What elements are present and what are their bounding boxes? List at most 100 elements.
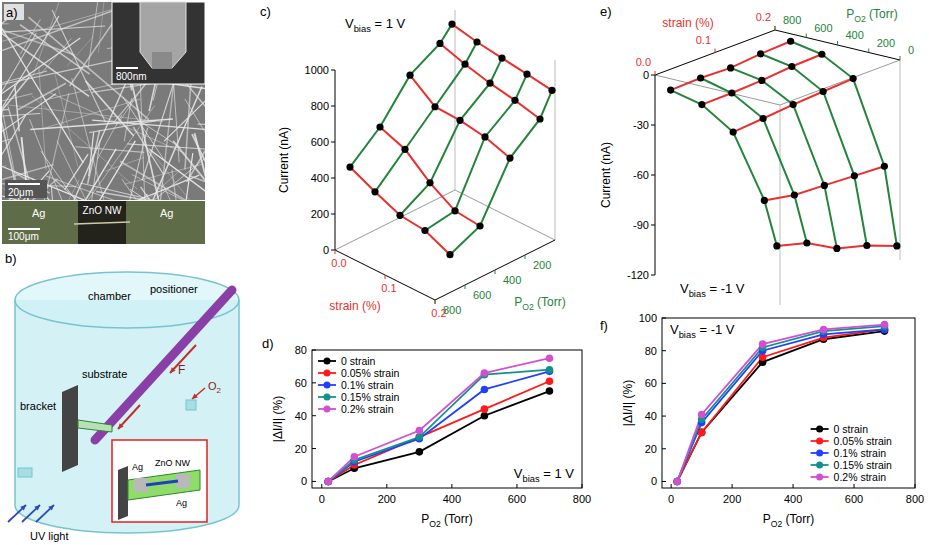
box-edge bbox=[455, 190, 555, 240]
strain-line bbox=[350, 167, 450, 255]
data-point bbox=[761, 197, 768, 204]
nanowire bbox=[5, 105, 163, 122]
annotation-sub: bias bbox=[689, 289, 706, 299]
data-point bbox=[697, 74, 704, 81]
pressure-title-main: P bbox=[514, 295, 522, 309]
data-point bbox=[431, 103, 438, 110]
data-point bbox=[673, 478, 681, 486]
y-tick bbox=[651, 175, 655, 176]
x-tick bbox=[386, 484, 387, 488]
box-edge bbox=[900, 60, 901, 260]
x-tick-label: 200 bbox=[723, 493, 741, 505]
y-tick bbox=[312, 415, 316, 416]
x-tick-label: 0 bbox=[319, 493, 325, 505]
legend-label: 0.15% strain bbox=[341, 391, 400, 403]
nanowire bbox=[189, 176, 205, 200]
data-point bbox=[818, 51, 825, 58]
x-tick-label: 0 bbox=[668, 493, 674, 505]
nanowire bbox=[2, 200, 51, 201]
data-point bbox=[481, 412, 489, 420]
x-tick bbox=[451, 484, 452, 488]
panel-0-surface: 020040060080010000.00.10.2200400600800st… bbox=[260, 4, 566, 319]
legend-marker bbox=[816, 438, 823, 445]
data-point bbox=[448, 21, 455, 28]
data-point bbox=[667, 86, 674, 93]
data-point bbox=[476, 222, 483, 229]
nanowire-facet bbox=[152, 52, 172, 68]
x-tick-label: 400 bbox=[784, 493, 802, 505]
strain-tick bbox=[775, 26, 776, 30]
x-title-rest: (Torr) bbox=[782, 512, 814, 526]
y-tick-label: 400 bbox=[311, 172, 329, 184]
data-point bbox=[546, 377, 554, 385]
gas-label: O2 bbox=[208, 380, 221, 395]
scale-label: 20μm bbox=[8, 187, 33, 198]
legend-label: 0.05% strain bbox=[341, 367, 400, 379]
box-edge bbox=[455, 10, 456, 190]
data-point bbox=[881, 321, 889, 329]
annotation-sub: bias bbox=[679, 330, 696, 340]
data-point bbox=[536, 115, 543, 122]
y-tick-label: 100 bbox=[639, 312, 657, 324]
nanowire bbox=[2, 179, 58, 200]
y-tick-label: -60 bbox=[633, 169, 649, 181]
data-point bbox=[673, 478, 681, 486]
annotation: Vbias = -1 V bbox=[670, 322, 735, 340]
light-label: UV light bbox=[30, 530, 69, 542]
y-tick-label: 800 bbox=[311, 100, 329, 112]
nanowire bbox=[96, 192, 205, 200]
legend-label: 0 strain bbox=[834, 423, 869, 435]
annotation-main: V bbox=[345, 16, 354, 31]
y-tick-label: 0 bbox=[651, 475, 657, 487]
nanowire bbox=[125, 164, 205, 184]
panel-1-line: 0200400600800020406080PO2 (Torr)|ΔI/I| (… bbox=[262, 336, 591, 529]
nanowire bbox=[8, 107, 31, 188]
pressure-title-main: P bbox=[846, 7, 854, 21]
nanowire bbox=[45, 180, 79, 200]
nanowire bbox=[2, 184, 111, 200]
data-point bbox=[728, 89, 735, 96]
chamber-body bbox=[15, 300, 239, 533]
y-tick-label: 40 bbox=[645, 410, 657, 422]
strain-tick-label: 0.1 bbox=[696, 34, 711, 46]
x-tick-label: 600 bbox=[845, 493, 863, 505]
uv-arrow-head bbox=[20, 505, 26, 511]
force-label: F bbox=[178, 363, 185, 377]
pressure-tick-label: 200 bbox=[533, 259, 551, 271]
annotation: Vbias = -1 V bbox=[680, 281, 745, 299]
data-point bbox=[473, 38, 480, 45]
x-tick bbox=[732, 484, 733, 488]
x-tick bbox=[516, 484, 517, 488]
y-tick-label: 0 bbox=[301, 475, 307, 487]
legend-marker bbox=[816, 426, 823, 433]
strain-tick-label: 0.1 bbox=[381, 282, 396, 294]
y-tick bbox=[662, 416, 666, 417]
force-arrow bbox=[118, 405, 140, 429]
data-point bbox=[698, 101, 705, 108]
pressure-line bbox=[701, 78, 807, 243]
x-title-sub: O2 bbox=[771, 519, 783, 529]
legend-marker bbox=[816, 474, 823, 481]
nanowire bbox=[91, 140, 100, 200]
y-tick bbox=[331, 142, 335, 143]
wire-label: ZnO NW bbox=[83, 205, 122, 216]
data-point bbox=[757, 50, 764, 57]
series-line bbox=[328, 381, 549, 481]
nanowire bbox=[88, 2, 98, 68]
data-point bbox=[401, 146, 408, 153]
data-point bbox=[851, 172, 858, 179]
window bbox=[18, 468, 32, 477]
scale-bar bbox=[116, 67, 138, 69]
x-title-main: P bbox=[763, 512, 771, 526]
uv-arrow bbox=[8, 505, 26, 522]
uv-arrow-head bbox=[48, 505, 54, 511]
data-point bbox=[787, 38, 794, 45]
data-point bbox=[758, 77, 765, 84]
legend-marker bbox=[324, 394, 331, 401]
pressure-tick-label: 200 bbox=[877, 37, 895, 49]
y-tick-label: 60 bbox=[295, 377, 307, 389]
panel-label: f) bbox=[600, 318, 608, 333]
y-tick bbox=[331, 250, 335, 251]
data-point bbox=[863, 242, 870, 249]
y-tick bbox=[651, 75, 655, 76]
